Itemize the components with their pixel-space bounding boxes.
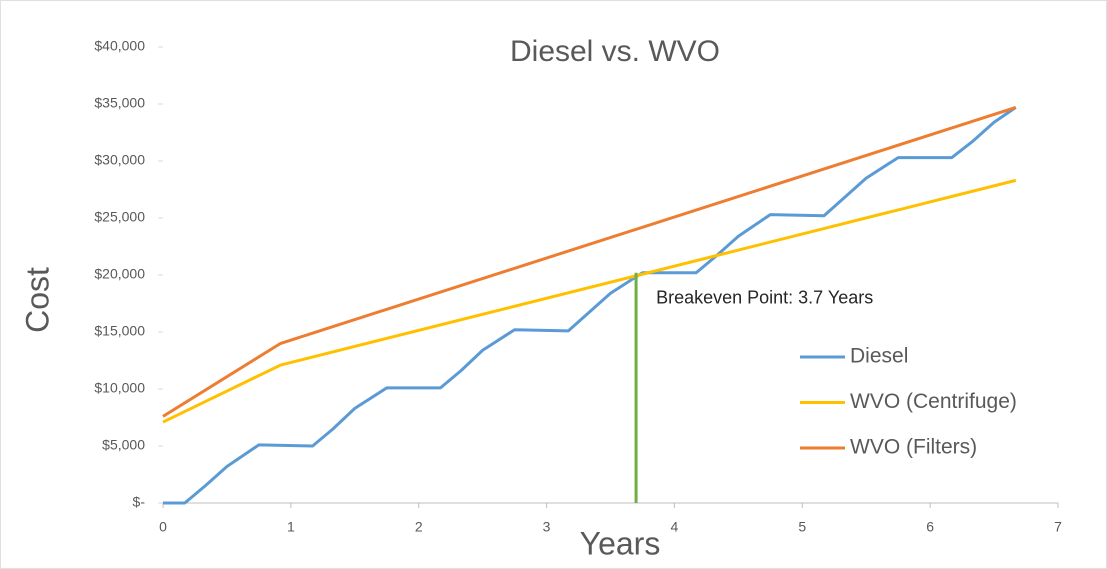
x-tick-label: 4: [671, 519, 679, 535]
x-tick-label: 6: [926, 519, 934, 535]
x-tick-label: 5: [798, 519, 806, 535]
x-tick-label: 3: [543, 519, 551, 535]
annotation: Breakeven Point: 3.7 Years: [656, 287, 873, 307]
y-tick-label: $10,000: [94, 380, 145, 396]
legend-label: WVO (Filters): [850, 436, 977, 459]
legend-label: Diesel: [850, 345, 908, 368]
y-tick-label: $25,000: [94, 209, 145, 225]
x-axis-label: Years: [580, 525, 661, 561]
x-tick-label: 2: [415, 519, 423, 535]
y-tick-label: $5,000: [102, 437, 145, 453]
y-tick-label: $15,000: [94, 323, 145, 339]
x-tick-label: 1: [287, 519, 295, 535]
y-tick-label: $35,000: [94, 95, 145, 111]
y-tick-label: $20,000: [94, 266, 145, 282]
x-tick-label: 7: [1054, 519, 1062, 535]
x-tick-label: 0: [159, 519, 167, 535]
y-tick-label: $30,000: [94, 152, 145, 168]
legend-label: WVO (Centrifuge): [850, 390, 1017, 413]
series-line: [162, 105, 1017, 418]
y-axis-label: Cost: [19, 267, 55, 333]
y-tick-label: $40,000: [94, 38, 145, 54]
series-line: [162, 178, 1017, 424]
series-line: [163, 106, 1017, 505]
y-tick-label: $-: [133, 494, 146, 510]
chart-title: Diesel vs. WVO: [510, 35, 720, 68]
